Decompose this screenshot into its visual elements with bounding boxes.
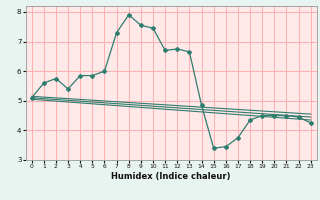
X-axis label: Humidex (Indice chaleur): Humidex (Indice chaleur) <box>111 172 231 181</box>
